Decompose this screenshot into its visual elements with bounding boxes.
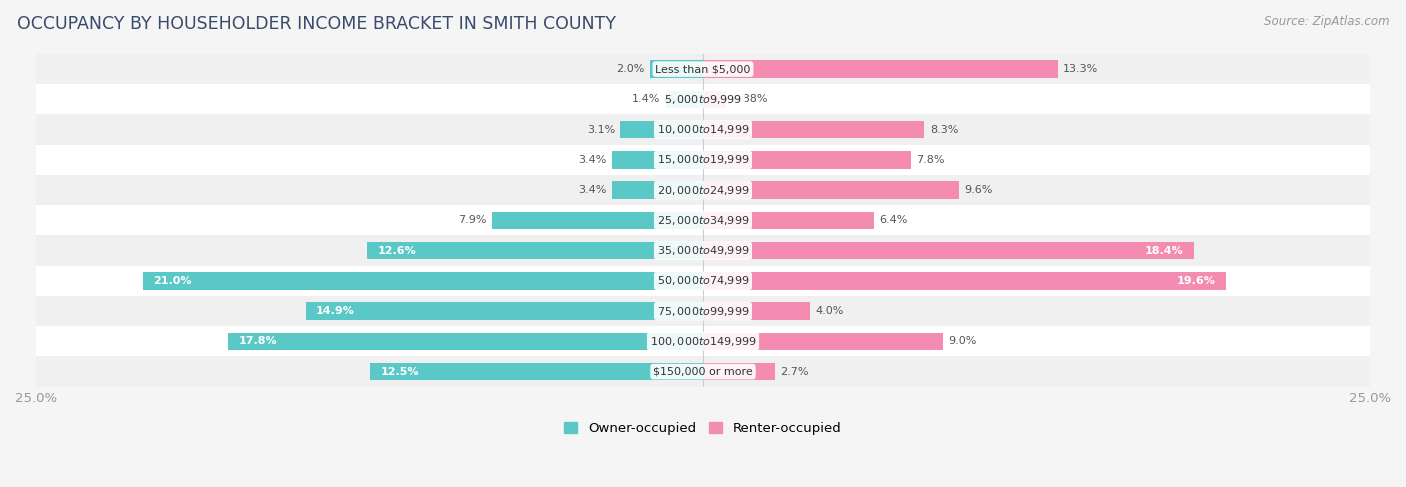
- Bar: [37, 84, 1369, 114]
- Text: 3.4%: 3.4%: [579, 155, 607, 165]
- Text: $10,000 to $14,999: $10,000 to $14,999: [657, 123, 749, 136]
- Text: 2.0%: 2.0%: [616, 64, 644, 74]
- Legend: Owner-occupied, Renter-occupied: Owner-occupied, Renter-occupied: [560, 416, 846, 440]
- Bar: [650, 60, 703, 78]
- Text: 8.3%: 8.3%: [929, 125, 957, 134]
- Text: $15,000 to $19,999: $15,000 to $19,999: [657, 153, 749, 167]
- Bar: [228, 333, 703, 350]
- Text: 7.9%: 7.9%: [458, 215, 486, 225]
- Text: 12.6%: 12.6%: [378, 245, 416, 256]
- Bar: [37, 266, 1369, 296]
- Text: 3.1%: 3.1%: [586, 125, 614, 134]
- Bar: [703, 302, 810, 320]
- Bar: [37, 356, 1369, 387]
- Text: OCCUPANCY BY HOUSEHOLDER INCOME BRACKET IN SMITH COUNTY: OCCUPANCY BY HOUSEHOLDER INCOME BRACKET …: [17, 15, 616, 33]
- Text: 2.7%: 2.7%: [780, 367, 808, 376]
- Bar: [703, 363, 775, 380]
- Text: $50,000 to $74,999: $50,000 to $74,999: [657, 274, 749, 287]
- Bar: [492, 211, 703, 229]
- Bar: [612, 151, 703, 169]
- Bar: [703, 181, 959, 199]
- Text: $25,000 to $34,999: $25,000 to $34,999: [657, 214, 749, 227]
- Bar: [703, 242, 1194, 260]
- Text: $100,000 to $149,999: $100,000 to $149,999: [650, 335, 756, 348]
- Text: $150,000 or more: $150,000 or more: [654, 367, 752, 376]
- Text: 18.4%: 18.4%: [1144, 245, 1184, 256]
- Bar: [703, 121, 924, 138]
- Bar: [703, 91, 727, 108]
- Bar: [612, 181, 703, 199]
- Text: Source: ZipAtlas.com: Source: ZipAtlas.com: [1264, 15, 1389, 28]
- Text: $35,000 to $49,999: $35,000 to $49,999: [657, 244, 749, 257]
- Bar: [370, 363, 703, 380]
- Bar: [703, 333, 943, 350]
- Text: 0.88%: 0.88%: [731, 94, 768, 104]
- Bar: [37, 236, 1369, 266]
- Bar: [703, 272, 1226, 290]
- Bar: [37, 114, 1369, 145]
- Text: $5,000 to $9,999: $5,000 to $9,999: [664, 93, 742, 106]
- Bar: [703, 60, 1057, 78]
- Text: 21.0%: 21.0%: [153, 276, 193, 286]
- Bar: [305, 302, 703, 320]
- Text: 1.4%: 1.4%: [631, 94, 661, 104]
- Text: 14.9%: 14.9%: [316, 306, 356, 316]
- Bar: [37, 175, 1369, 205]
- Text: $75,000 to $99,999: $75,000 to $99,999: [657, 304, 749, 318]
- Text: 9.6%: 9.6%: [965, 185, 993, 195]
- Text: $20,000 to $24,999: $20,000 to $24,999: [657, 184, 749, 197]
- Bar: [367, 242, 703, 260]
- Text: 13.3%: 13.3%: [1063, 64, 1098, 74]
- Bar: [143, 272, 703, 290]
- Bar: [665, 91, 703, 108]
- Text: 4.0%: 4.0%: [815, 306, 844, 316]
- Bar: [620, 121, 703, 138]
- Bar: [37, 145, 1369, 175]
- Text: 9.0%: 9.0%: [949, 337, 977, 346]
- Bar: [37, 205, 1369, 236]
- Text: 6.4%: 6.4%: [879, 215, 907, 225]
- Bar: [37, 54, 1369, 84]
- Bar: [703, 211, 873, 229]
- Text: 19.6%: 19.6%: [1177, 276, 1215, 286]
- Text: 3.4%: 3.4%: [579, 185, 607, 195]
- Text: 12.5%: 12.5%: [380, 367, 419, 376]
- Bar: [37, 326, 1369, 356]
- Text: 17.8%: 17.8%: [239, 337, 277, 346]
- Text: 7.8%: 7.8%: [917, 155, 945, 165]
- Bar: [37, 296, 1369, 326]
- Text: Less than $5,000: Less than $5,000: [655, 64, 751, 74]
- Bar: [703, 151, 911, 169]
